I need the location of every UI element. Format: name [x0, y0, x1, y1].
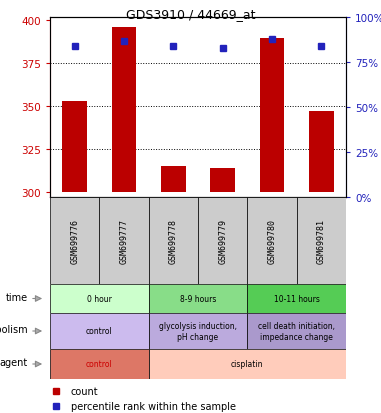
- Bar: [149, 349, 346, 379]
- Text: GSM699776: GSM699776: [70, 218, 79, 263]
- Text: 0 hour: 0 hour: [87, 294, 112, 303]
- Bar: [99, 197, 149, 284]
- Bar: [112, 28, 136, 192]
- Text: count: count: [71, 386, 98, 396]
- Text: GSM699777: GSM699777: [120, 218, 128, 263]
- Text: control: control: [86, 327, 113, 336]
- Text: GSM699780: GSM699780: [267, 218, 277, 263]
- Bar: [149, 284, 247, 313]
- Bar: [149, 313, 247, 349]
- Bar: [247, 313, 346, 349]
- Bar: [62, 102, 87, 192]
- Bar: [161, 167, 186, 192]
- Text: 10-11 hours: 10-11 hours: [274, 294, 320, 303]
- Bar: [260, 38, 284, 192]
- Bar: [149, 197, 198, 284]
- Text: metabolism: metabolism: [0, 325, 27, 335]
- Bar: [198, 197, 247, 284]
- Text: GSM699781: GSM699781: [317, 218, 326, 263]
- Text: GDS3910 / 44669_at: GDS3910 / 44669_at: [126, 8, 255, 21]
- Bar: [297, 197, 346, 284]
- Text: glycolysis induction,
pH change: glycolysis induction, pH change: [159, 322, 237, 341]
- Bar: [247, 197, 297, 284]
- Bar: [50, 284, 149, 313]
- Bar: [50, 349, 149, 379]
- Bar: [50, 197, 99, 284]
- Bar: [247, 284, 346, 313]
- Text: cell death initiation,
impedance change: cell death initiation, impedance change: [258, 322, 335, 341]
- Text: percentile rank within the sample: percentile rank within the sample: [71, 401, 236, 411]
- Bar: [50, 313, 149, 349]
- Text: time: time: [5, 292, 27, 302]
- Text: cisplatin: cisplatin: [231, 360, 264, 369]
- Bar: [309, 112, 334, 192]
- Text: control: control: [86, 360, 113, 369]
- Text: 8-9 hours: 8-9 hours: [180, 294, 216, 303]
- Text: GSM699778: GSM699778: [169, 218, 178, 263]
- Text: agent: agent: [0, 358, 27, 368]
- Text: GSM699779: GSM699779: [218, 218, 227, 263]
- Bar: [210, 169, 235, 192]
